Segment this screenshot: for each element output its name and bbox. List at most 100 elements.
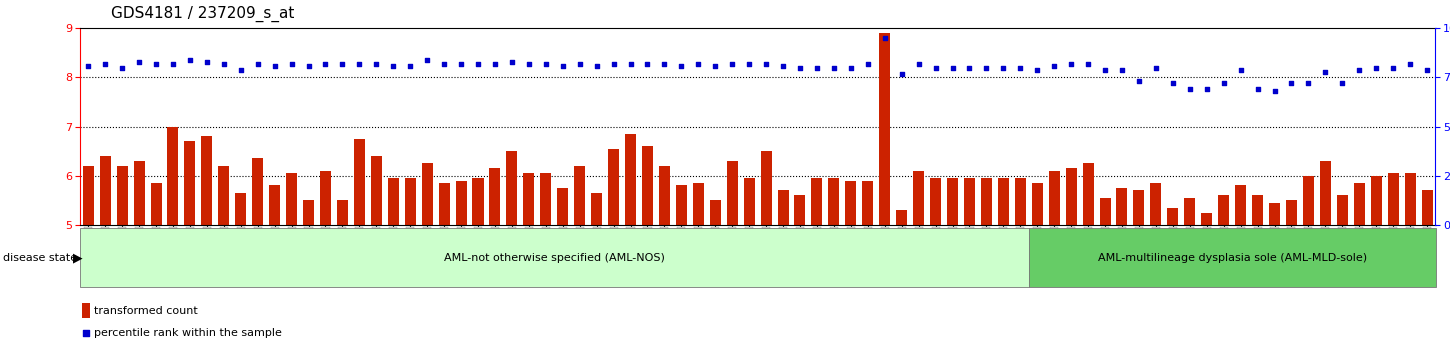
Point bbox=[178, 57, 202, 63]
Bar bbox=[422, 164, 432, 225]
Bar bbox=[455, 181, 467, 225]
Bar bbox=[592, 193, 602, 225]
Point bbox=[145, 61, 168, 67]
Point bbox=[703, 63, 726, 68]
Bar bbox=[1167, 207, 1179, 225]
Text: transformed count: transformed count bbox=[94, 306, 199, 316]
Bar bbox=[354, 139, 365, 225]
Bar bbox=[1388, 173, 1399, 225]
Bar bbox=[387, 178, 399, 225]
Point bbox=[1314, 69, 1337, 74]
Bar bbox=[642, 146, 652, 225]
Bar bbox=[863, 181, 873, 225]
Bar bbox=[1116, 188, 1128, 225]
Point bbox=[161, 61, 184, 67]
Bar bbox=[1405, 173, 1415, 225]
Point bbox=[1179, 86, 1202, 92]
FancyBboxPatch shape bbox=[1030, 228, 1436, 287]
Point bbox=[1296, 80, 1320, 86]
FancyBboxPatch shape bbox=[80, 228, 1030, 287]
Point bbox=[1263, 88, 1286, 94]
Bar bbox=[1150, 183, 1161, 225]
Point bbox=[1025, 67, 1048, 73]
Bar bbox=[1421, 190, 1433, 225]
Point bbox=[313, 61, 336, 67]
Point bbox=[500, 59, 523, 64]
Point bbox=[94, 61, 117, 67]
Bar bbox=[473, 178, 483, 225]
Bar bbox=[608, 149, 619, 225]
Point bbox=[568, 61, 592, 67]
Point bbox=[280, 61, 303, 67]
Point bbox=[1076, 61, 1099, 67]
Bar bbox=[896, 210, 908, 225]
Bar bbox=[151, 183, 161, 225]
Point bbox=[822, 65, 845, 70]
Point bbox=[416, 57, 439, 63]
Point bbox=[247, 61, 270, 67]
Bar bbox=[1235, 185, 1246, 225]
Point bbox=[974, 65, 998, 70]
Bar bbox=[100, 156, 110, 225]
Bar bbox=[1099, 198, 1111, 225]
Bar bbox=[676, 185, 687, 225]
Point bbox=[518, 61, 541, 67]
Bar bbox=[1083, 164, 1093, 225]
Bar bbox=[1286, 200, 1296, 225]
Point bbox=[365, 61, 389, 67]
Point bbox=[584, 63, 608, 68]
Bar bbox=[1370, 176, 1382, 225]
Bar bbox=[336, 200, 348, 225]
Bar bbox=[795, 195, 806, 225]
Bar bbox=[1015, 178, 1025, 225]
Bar bbox=[81, 303, 90, 318]
Point bbox=[1060, 61, 1083, 67]
Bar bbox=[929, 178, 941, 225]
Point bbox=[297, 63, 320, 68]
Point bbox=[1415, 67, 1438, 73]
Bar bbox=[184, 141, 196, 225]
Point bbox=[1195, 86, 1218, 92]
Point bbox=[924, 65, 947, 70]
Bar bbox=[506, 151, 518, 225]
Bar bbox=[83, 166, 94, 225]
Bar bbox=[1218, 195, 1230, 225]
Bar bbox=[202, 136, 212, 225]
Bar bbox=[964, 178, 974, 225]
Point bbox=[331, 61, 354, 67]
Bar bbox=[286, 173, 297, 225]
Bar bbox=[574, 166, 586, 225]
Bar bbox=[523, 173, 535, 225]
Point bbox=[805, 65, 828, 70]
Bar bbox=[1304, 176, 1314, 225]
Point bbox=[873, 35, 896, 41]
Point bbox=[856, 61, 879, 67]
Bar bbox=[167, 126, 178, 225]
Point bbox=[77, 63, 100, 68]
Point bbox=[1347, 67, 1370, 73]
Bar bbox=[658, 166, 670, 225]
Point bbox=[1398, 61, 1421, 67]
Bar bbox=[116, 166, 128, 225]
Bar bbox=[1066, 168, 1077, 225]
Bar bbox=[270, 185, 280, 225]
Point bbox=[1364, 65, 1388, 70]
Point bbox=[1161, 80, 1185, 86]
Point bbox=[128, 59, 151, 64]
Bar bbox=[438, 183, 450, 225]
Bar bbox=[947, 178, 958, 225]
Point bbox=[399, 63, 422, 68]
Point bbox=[721, 61, 744, 67]
Text: disease state: disease state bbox=[3, 252, 77, 263]
Point bbox=[992, 65, 1015, 70]
Bar bbox=[777, 190, 789, 225]
Bar bbox=[1201, 212, 1212, 225]
Point bbox=[74, 330, 97, 336]
Point bbox=[381, 63, 405, 68]
Text: AML-multilineage dysplasia sole (AML-MLD-sole): AML-multilineage dysplasia sole (AML-MLD… bbox=[1098, 252, 1367, 263]
Bar bbox=[557, 188, 568, 225]
Point bbox=[467, 61, 490, 67]
Bar bbox=[914, 171, 924, 225]
Bar bbox=[828, 178, 840, 225]
Point bbox=[212, 61, 235, 67]
